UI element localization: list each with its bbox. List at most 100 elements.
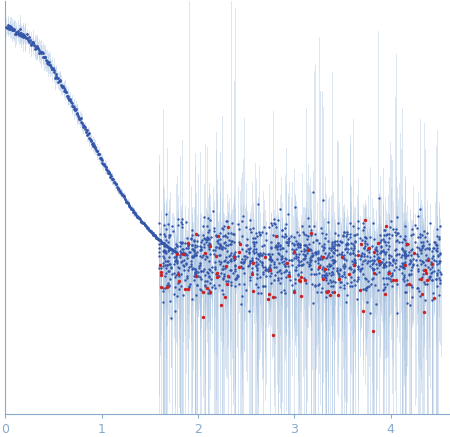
Point — [426, 266, 433, 273]
Point — [409, 283, 416, 290]
Point — [325, 218, 332, 225]
Point — [301, 256, 308, 263]
Point — [165, 246, 172, 253]
Point — [337, 266, 344, 273]
Point — [297, 242, 304, 249]
Point — [342, 262, 349, 269]
Point — [382, 223, 390, 230]
Point — [400, 265, 408, 272]
Point — [281, 254, 288, 261]
Point — [419, 266, 427, 273]
Point — [47, 61, 54, 68]
Point — [171, 270, 178, 277]
Point — [346, 230, 354, 237]
Point — [378, 249, 385, 256]
Point — [308, 252, 315, 259]
Point — [193, 268, 200, 275]
Point — [226, 252, 234, 259]
Point — [40, 54, 48, 61]
Point — [401, 253, 409, 260]
Point — [211, 251, 218, 258]
Point — [295, 250, 302, 257]
Point — [336, 266, 343, 273]
Point — [255, 289, 262, 296]
Point — [225, 237, 233, 244]
Point — [274, 277, 281, 284]
Point — [11, 30, 18, 37]
Point — [7, 24, 14, 31]
Point — [261, 282, 269, 289]
Point — [11, 26, 18, 33]
Point — [144, 225, 151, 232]
Point — [194, 237, 201, 244]
Point — [364, 245, 372, 252]
Point — [217, 245, 224, 252]
Point — [252, 262, 259, 269]
Point — [186, 249, 193, 256]
Point — [323, 254, 330, 261]
Point — [382, 249, 389, 256]
Point — [346, 249, 354, 256]
Point — [319, 284, 326, 291]
Point — [318, 225, 325, 232]
Point — [288, 261, 296, 268]
Point — [243, 253, 251, 260]
Point — [417, 205, 424, 212]
Point — [230, 255, 237, 262]
Point — [157, 265, 164, 272]
Point — [186, 264, 193, 271]
Point — [244, 245, 252, 252]
Point — [255, 229, 262, 236]
Point — [408, 282, 415, 289]
Point — [337, 279, 344, 286]
Point — [8, 26, 15, 33]
Point — [63, 92, 71, 99]
Point — [334, 241, 342, 248]
Point — [178, 216, 185, 223]
Point — [131, 209, 138, 216]
Point — [342, 240, 349, 247]
Point — [315, 265, 322, 272]
Point — [177, 248, 184, 255]
Point — [360, 253, 367, 260]
Point — [413, 250, 420, 257]
Point — [363, 298, 370, 305]
Point — [433, 241, 440, 248]
Point — [156, 220, 163, 227]
Point — [198, 254, 206, 261]
Point — [255, 261, 262, 268]
Point — [199, 288, 207, 295]
Point — [86, 135, 93, 142]
Point — [341, 284, 348, 291]
Point — [187, 260, 194, 267]
Point — [219, 262, 226, 269]
Point — [435, 251, 442, 258]
Point — [138, 218, 145, 225]
Point — [379, 264, 387, 271]
Point — [176, 286, 183, 293]
Point — [265, 295, 272, 302]
Point — [223, 241, 230, 248]
Point — [383, 281, 391, 288]
Point — [191, 271, 198, 278]
Point — [58, 81, 65, 88]
Point — [435, 274, 442, 281]
Point — [227, 240, 234, 247]
Point — [340, 281, 347, 288]
Point — [7, 22, 14, 29]
Point — [330, 249, 337, 256]
Point — [274, 249, 282, 256]
Point — [180, 251, 188, 258]
Point — [252, 239, 259, 246]
Point — [17, 30, 24, 37]
Point — [321, 234, 328, 241]
Point — [4, 24, 11, 31]
Point — [282, 221, 289, 228]
Point — [199, 222, 207, 229]
Point — [173, 292, 180, 299]
Point — [92, 143, 99, 150]
Point — [316, 254, 323, 261]
Point — [401, 288, 409, 295]
Point — [325, 250, 332, 257]
Point — [331, 239, 338, 246]
